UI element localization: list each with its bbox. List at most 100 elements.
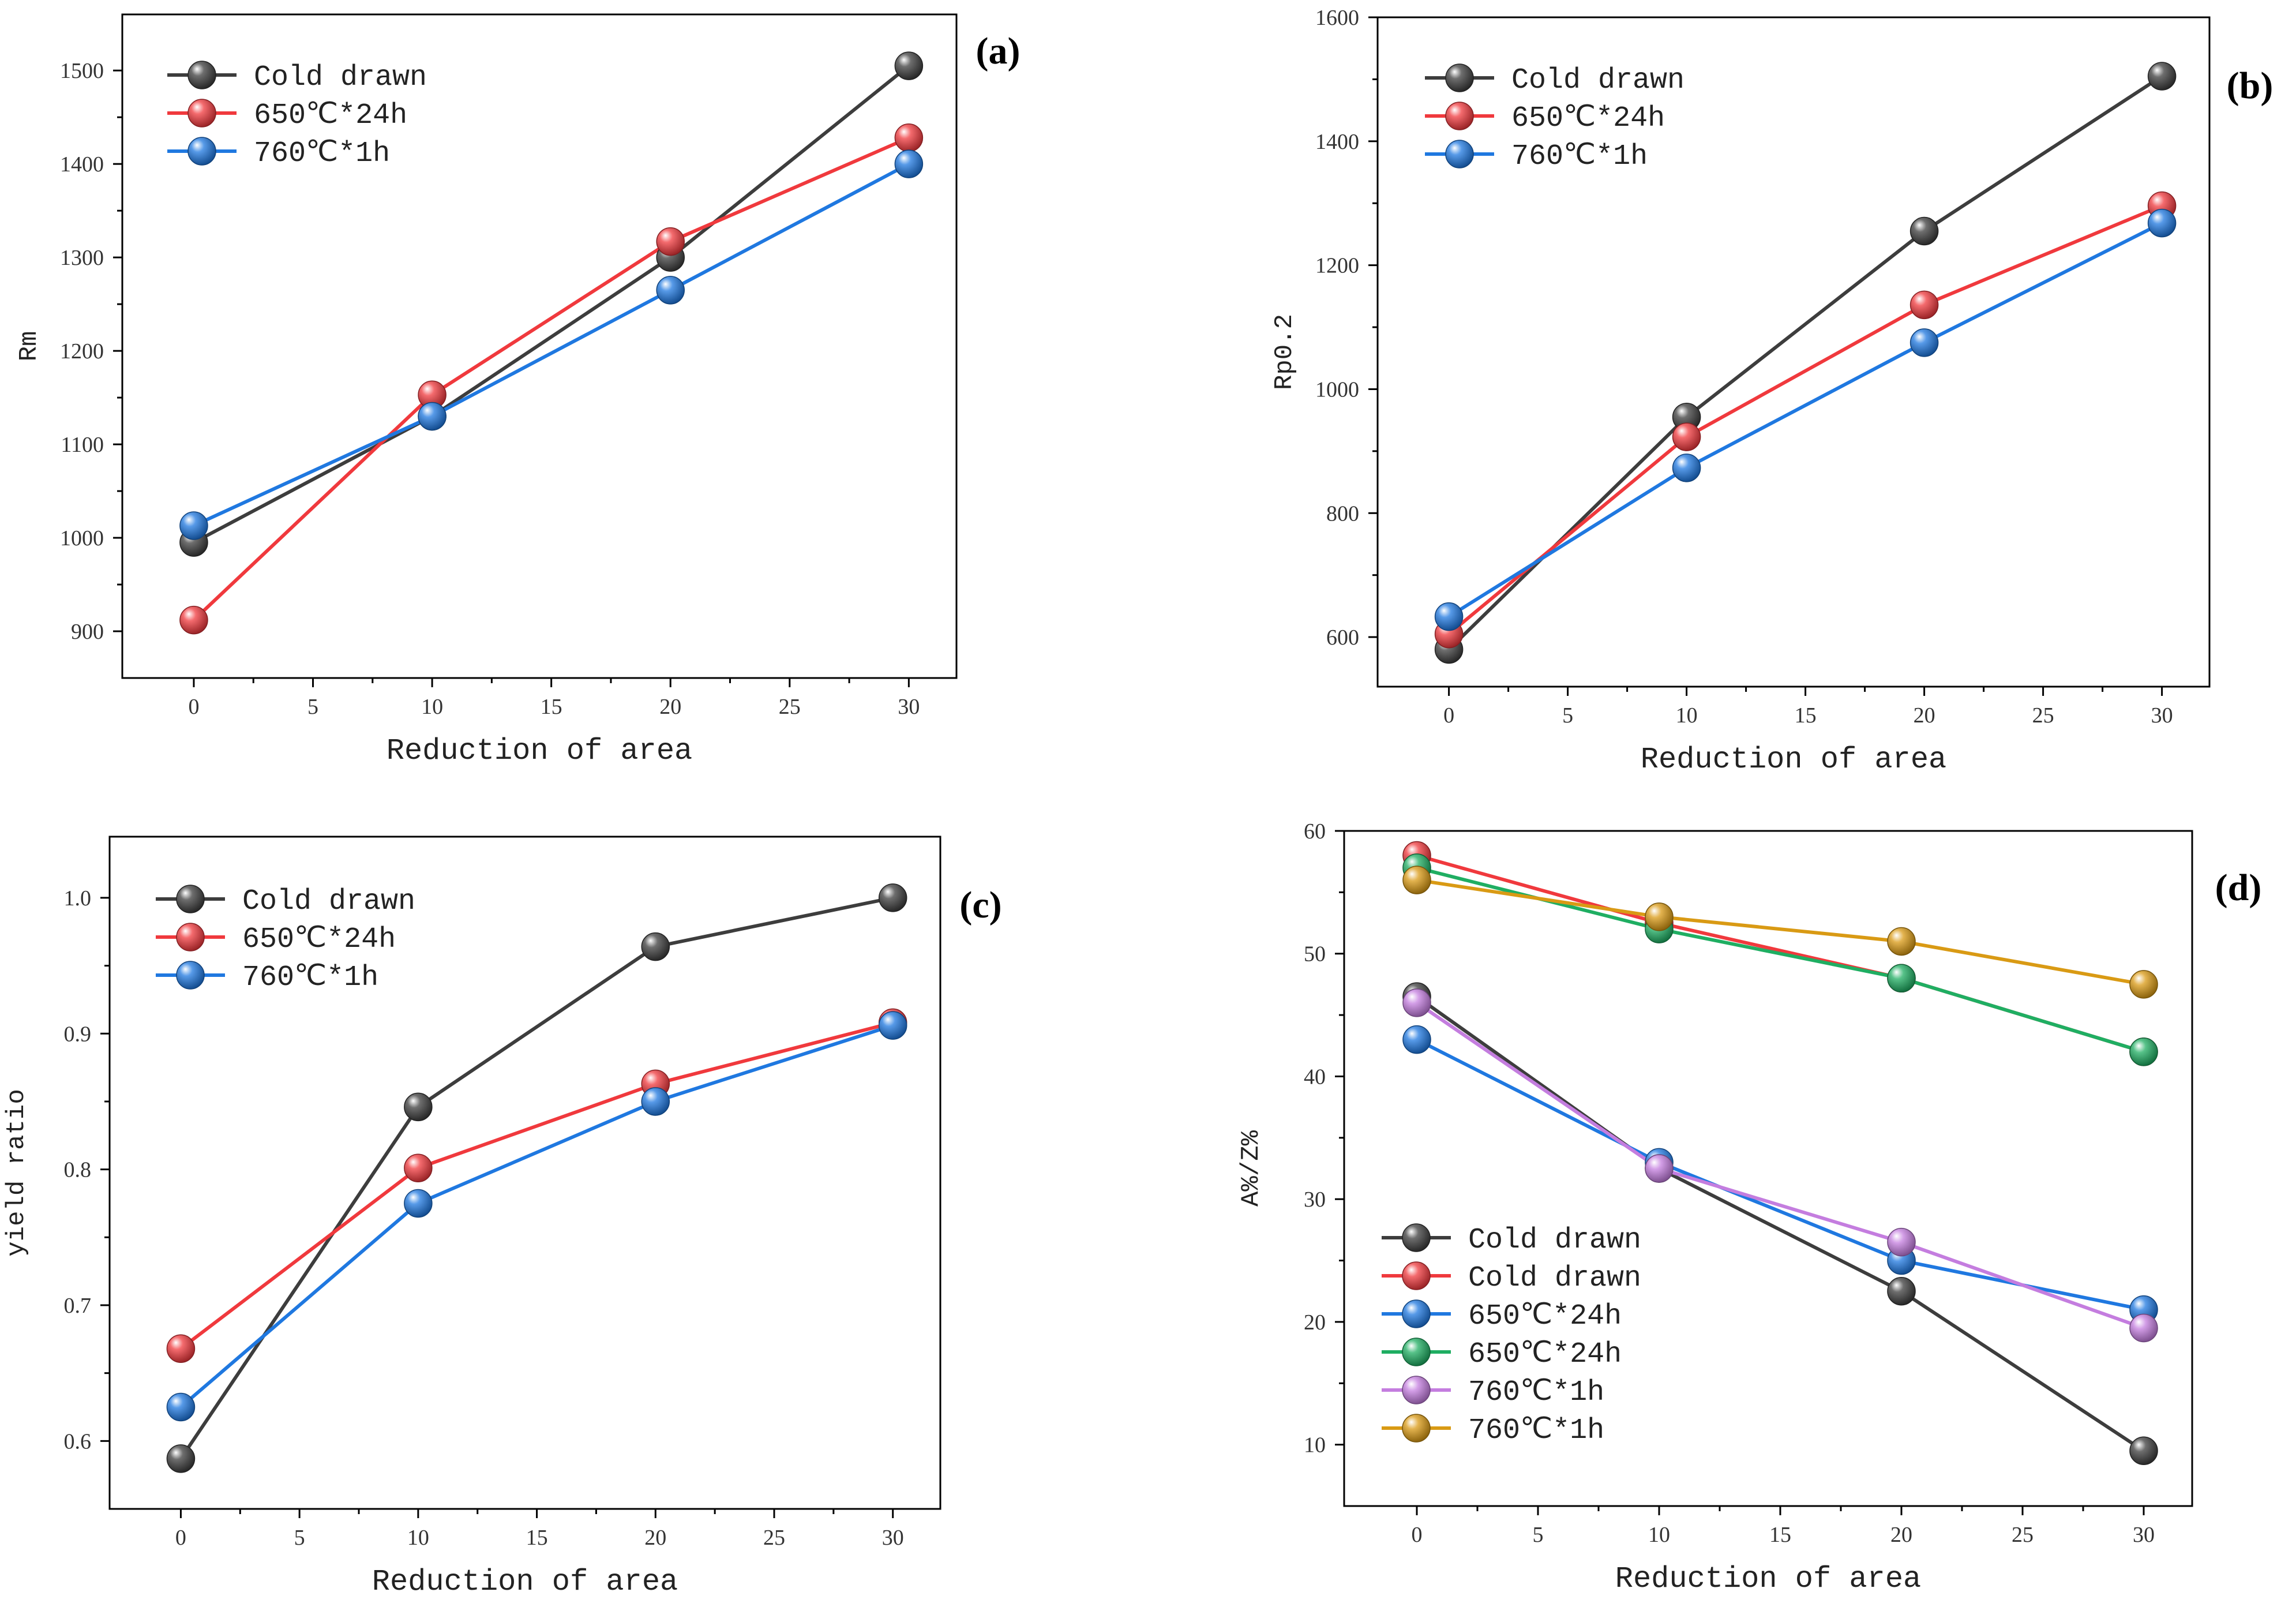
legend-label: 760℃*1h bbox=[1468, 1414, 1604, 1447]
x-tick-label: 10 bbox=[1676, 703, 1698, 728]
data-point bbox=[166, 1392, 196, 1422]
y-tick-label: 1200 bbox=[1315, 254, 1359, 278]
legend-entry: 760℃*1h bbox=[1382, 1376, 1604, 1409]
legend-entry: Cold drawn bbox=[1425, 63, 1685, 97]
data-point bbox=[656, 276, 685, 305]
legend-marker bbox=[187, 61, 216, 89]
data-point bbox=[1887, 927, 1916, 956]
legend-marker bbox=[1402, 1376, 1431, 1404]
plot-frame bbox=[108, 836, 941, 1510]
data-point bbox=[1909, 216, 1939, 246]
series-line-1 bbox=[193, 64, 910, 544]
legend-marker bbox=[1445, 102, 1474, 130]
legend-label: 760℃*1h bbox=[1468, 1376, 1604, 1409]
legend-marker bbox=[176, 885, 205, 913]
x-tick-label: 25 bbox=[763, 1526, 785, 1550]
series-line-3 bbox=[179, 1024, 894, 1409]
plot-frame bbox=[121, 13, 958, 679]
panel-tag: (b) bbox=[2227, 65, 2274, 107]
data-point bbox=[1672, 454, 1701, 482]
data-point bbox=[179, 511, 208, 540]
plot-frame bbox=[1343, 830, 2193, 1507]
series-line-2 bbox=[1447, 204, 2163, 636]
x-tick-label: 15 bbox=[1769, 1523, 1791, 1547]
y-tick-label: 1000 bbox=[1315, 377, 1359, 402]
legend-entry: 760℃*1h bbox=[1425, 140, 1648, 173]
series-line-5 bbox=[1416, 1001, 2145, 1330]
data-point bbox=[2129, 1436, 2158, 1466]
legend-marker bbox=[176, 923, 205, 952]
x-tick-label: 10 bbox=[407, 1526, 429, 1550]
y-tick-label: 50 bbox=[1304, 942, 1326, 967]
series-line-2 bbox=[179, 1021, 894, 1350]
legend-label: 760℃*1h bbox=[254, 137, 390, 170]
y-tick-label: 20 bbox=[1304, 1310, 1326, 1335]
legend-entry: 760℃*1h bbox=[1382, 1414, 1604, 1447]
y-tick-label: 1500 bbox=[60, 59, 104, 83]
data-point bbox=[878, 883, 907, 912]
y-tick-label: 1600 bbox=[1315, 6, 1359, 30]
legend-marker bbox=[1445, 63, 1474, 92]
series-line-6 bbox=[1416, 878, 2144, 986]
legend-label: 760℃*1h bbox=[242, 961, 378, 994]
legend-label: Cold drawn bbox=[242, 885, 415, 918]
data-point bbox=[1402, 1025, 1431, 1054]
y-tick-label: 60 bbox=[1304, 819, 1326, 844]
legend-marker bbox=[1402, 1299, 1431, 1328]
series-line-3 bbox=[193, 162, 910, 527]
y-axis-title: Rp0.2 bbox=[1270, 314, 1299, 390]
chart-panel-2: 0 5 10 15 20 25 30 600 800 1000 1200 1400 1600 Reduct… bbox=[1270, 6, 2273, 777]
y-tick-label: 10 bbox=[1304, 1433, 1326, 1458]
data-point bbox=[1887, 1276, 1916, 1306]
x-tick-label: 20 bbox=[1890, 1523, 1912, 1547]
legend-entry: 760℃*1h bbox=[167, 137, 390, 170]
x-tick-label: 5 bbox=[307, 695, 318, 719]
x-axis-title: Reduction of area bbox=[387, 734, 693, 768]
x-tick-label: 15 bbox=[1795, 703, 1817, 728]
legend-entry: Cold drawn bbox=[1382, 1261, 1641, 1295]
legend-label: Cold drawn bbox=[1468, 1224, 1641, 1257]
x-tick-label: 15 bbox=[541, 695, 562, 719]
x-tick-label: 0 bbox=[175, 1526, 186, 1550]
x-tick-label: 25 bbox=[779, 695, 801, 719]
y-axis-title: A%/Z% bbox=[1237, 1130, 1266, 1207]
legend-entry: 650℃*24h bbox=[167, 99, 407, 132]
x-axis-title: Reduction of area bbox=[372, 1565, 678, 1599]
legend-entry: 760℃*1h bbox=[156, 961, 378, 994]
x-tick-label: 5 bbox=[1562, 703, 1573, 728]
data-point bbox=[878, 1011, 907, 1040]
legend-entry: 650℃*24h bbox=[1425, 102, 1665, 135]
data-point bbox=[2129, 970, 2158, 999]
legend-label: 650℃*24h bbox=[1511, 102, 1665, 135]
chart-panel-1: 0 5 10 15 20 25 30 900 1000 1100 1200 1300 1400 1500 R… bbox=[15, 13, 1020, 768]
legend-marker bbox=[187, 137, 216, 166]
y-tick-label: 30 bbox=[1304, 1188, 1326, 1212]
data-point bbox=[2147, 208, 2177, 238]
data-point bbox=[1645, 902, 1674, 931]
legend-marker bbox=[1402, 1261, 1431, 1290]
data-point bbox=[166, 1444, 196, 1473]
legend-entry: Cold drawn bbox=[1382, 1223, 1641, 1257]
series-line-1 bbox=[1416, 995, 2145, 1452]
y-tick-label: 0.9 bbox=[64, 1022, 92, 1046]
x-tick-label: 10 bbox=[1648, 1523, 1670, 1547]
y-tick-label: 1000 bbox=[60, 526, 104, 550]
y-tick-label: 1400 bbox=[1315, 130, 1359, 154]
y-tick-label: 1200 bbox=[60, 339, 104, 364]
x-tick-label: 20 bbox=[659, 695, 681, 719]
data-point bbox=[1434, 602, 1464, 631]
legend-marker bbox=[1402, 1338, 1431, 1366]
series-line-2 bbox=[192, 136, 910, 621]
data-point bbox=[418, 402, 447, 431]
y-tick-label: 1400 bbox=[60, 152, 104, 177]
x-axis-title: Reduction of area bbox=[1615, 1562, 1922, 1596]
y-tick-label: 0.6 bbox=[64, 1429, 92, 1454]
legend-label: 760℃*1h bbox=[1511, 140, 1648, 173]
data-point bbox=[404, 1153, 433, 1183]
legend-marker bbox=[1445, 140, 1474, 168]
data-point bbox=[1672, 422, 1701, 451]
x-tick-label: 30 bbox=[2133, 1523, 2155, 1547]
x-tick-label: 30 bbox=[898, 695, 920, 719]
legend-marker bbox=[187, 99, 216, 128]
plot-frame bbox=[1376, 16, 2211, 688]
